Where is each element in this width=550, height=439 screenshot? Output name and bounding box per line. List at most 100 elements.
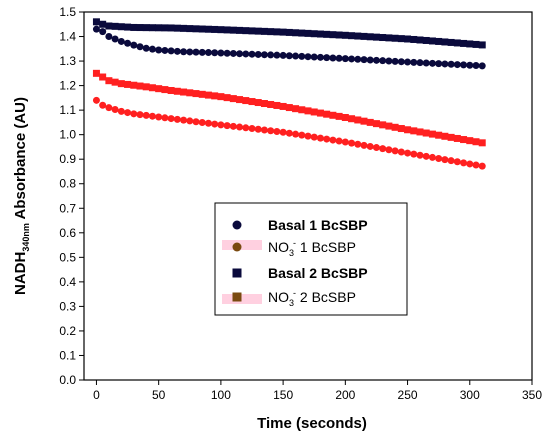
data-point <box>192 48 200 56</box>
data-point <box>236 123 244 131</box>
x-tick-label: 300 <box>460 388 480 402</box>
data-point <box>292 105 300 113</box>
data-point <box>136 43 144 51</box>
data-point <box>447 133 455 141</box>
data-point <box>323 110 331 118</box>
data-point <box>236 96 244 104</box>
data-point <box>366 142 374 150</box>
x-tick-label: 100 <box>211 388 231 402</box>
x-tick-label: 250 <box>398 388 418 402</box>
x-tick-label: 350 <box>522 388 542 402</box>
legend-label-no3-1: NO3- 1 BcSBP <box>268 238 356 258</box>
data-point <box>348 32 356 40</box>
data-point <box>242 97 250 105</box>
data-point <box>372 120 380 128</box>
data-point <box>329 111 337 119</box>
data-point <box>304 132 312 140</box>
data-point <box>410 35 418 43</box>
data-point <box>148 112 156 120</box>
data-point <box>198 25 206 33</box>
data-point <box>105 22 113 30</box>
data-point <box>105 33 113 41</box>
data-point <box>292 29 300 37</box>
data-point <box>267 100 275 108</box>
data-point <box>204 25 212 33</box>
data-point <box>435 131 443 139</box>
data-point <box>385 34 393 42</box>
data-point <box>173 115 181 123</box>
data-point <box>198 48 206 56</box>
data-point <box>217 93 225 101</box>
data-point <box>397 125 405 133</box>
y-tick-label: 0.8 <box>59 177 76 191</box>
data-point <box>167 87 175 95</box>
data-point <box>111 22 119 30</box>
legend-highlight-4 <box>222 294 262 304</box>
data-point <box>329 54 337 62</box>
data-point <box>360 56 368 64</box>
legend-label-no3-2: NO3- 2 BcSBP <box>268 288 356 308</box>
x-tick-label: 200 <box>335 388 355 402</box>
data-point <box>366 33 374 41</box>
data-point <box>435 60 443 68</box>
data-point <box>428 59 436 67</box>
data-point <box>366 56 374 64</box>
data-point <box>422 36 430 44</box>
data-point <box>335 54 343 62</box>
data-point <box>242 50 250 58</box>
data-point <box>416 36 424 44</box>
data-point <box>416 151 424 159</box>
data-point <box>341 55 349 63</box>
data-point <box>186 117 194 125</box>
data-point <box>204 91 212 99</box>
data-point <box>180 88 188 96</box>
data-point <box>180 116 188 124</box>
y-tick-label: 1.5 <box>59 5 76 19</box>
data-point <box>298 131 306 139</box>
data-point <box>192 90 200 98</box>
data-point <box>260 51 268 59</box>
legend-highlight-2 <box>222 240 262 250</box>
legend-label-basal-1: Basal 1 BcSBP <box>268 217 368 233</box>
data-point <box>124 23 132 31</box>
data-point <box>260 27 268 35</box>
data-point <box>267 127 275 135</box>
data-point <box>304 107 312 115</box>
data-point <box>279 51 287 59</box>
data-point <box>397 58 405 66</box>
data-point <box>161 86 169 94</box>
data-point <box>348 115 356 123</box>
data-point <box>478 62 486 70</box>
data-point <box>211 49 219 57</box>
data-point <box>310 30 318 38</box>
data-point <box>397 35 405 43</box>
data-point <box>148 24 156 32</box>
data-point <box>354 140 362 148</box>
data-point <box>229 49 237 57</box>
data-point <box>316 30 324 38</box>
data-point <box>341 113 349 121</box>
data-point <box>92 69 100 77</box>
y-tick-label: 0.2 <box>59 324 76 338</box>
y-tick-label: 1.0 <box>59 128 76 142</box>
legend-marker-no3-2 <box>232 292 242 302</box>
data-point <box>410 127 418 135</box>
legend-marker-no3-1 <box>232 242 242 252</box>
data-point <box>99 101 107 109</box>
data-point <box>472 161 480 169</box>
data-point <box>186 48 194 56</box>
data-point <box>422 59 430 67</box>
data-point <box>117 107 125 115</box>
data-point <box>348 55 356 63</box>
data-point <box>229 122 237 130</box>
data-point <box>354 55 362 63</box>
data-point <box>99 20 107 28</box>
y-tick-label: 0.7 <box>59 201 76 215</box>
data-point <box>242 124 250 132</box>
data-point <box>254 99 262 107</box>
data-point <box>136 111 144 119</box>
data-point <box>236 50 244 58</box>
data-point <box>167 24 175 32</box>
data-point <box>148 45 156 53</box>
data-point <box>341 138 349 146</box>
